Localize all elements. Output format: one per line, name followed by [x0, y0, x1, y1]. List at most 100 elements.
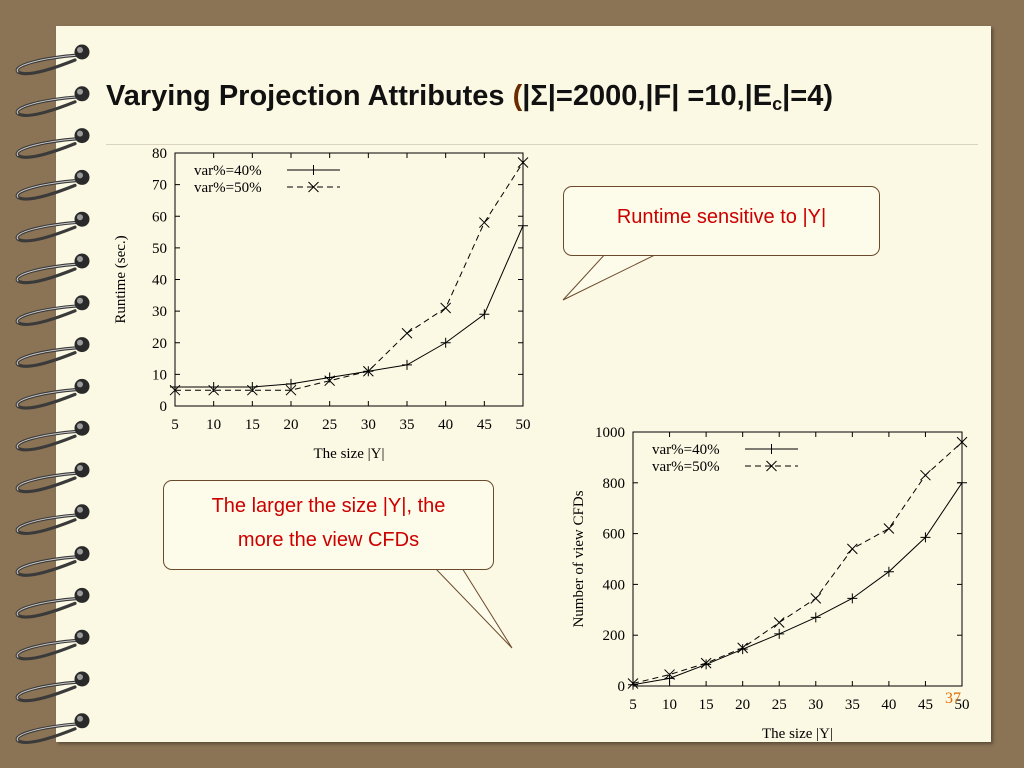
y-tick-label: 40: [152, 273, 167, 289]
binding-ring-highlight: [16, 514, 80, 533]
data-point-plus: [774, 628, 785, 639]
legend-label: var%=50%: [652, 459, 720, 475]
y-tick-label: 0: [618, 679, 626, 695]
data-point-cross: [773, 617, 785, 628]
binding-ring-highlight: [16, 556, 80, 575]
data-point-cross: [285, 384, 297, 396]
data-point-plus: [883, 566, 894, 577]
data-point-plus: [518, 220, 528, 231]
x-tick-label: 5: [171, 417, 179, 433]
data-point-plus: [957, 477, 967, 488]
binding-hole-highlight: [77, 423, 83, 430]
binding-hole-highlight: [77, 256, 83, 262]
binding-hole-highlight: [77, 465, 83, 471]
data-point-plus: [920, 532, 931, 543]
series-line: [175, 162, 524, 391]
plot-frame: [632, 431, 963, 687]
y-tick-label: 50: [152, 241, 167, 257]
data-point-cross: [737, 642, 749, 654]
x-tick-label: 25: [322, 417, 337, 433]
x-tick-label: 40: [881, 697, 896, 713]
legend-label: var%=40%: [652, 442, 720, 458]
data-point-cross: [440, 302, 452, 314]
y-tick-label: 80: [152, 146, 167, 162]
x-tick-label: 35: [845, 697, 860, 713]
data-point-plus: [847, 593, 858, 604]
y-tick-label: 70: [152, 178, 167, 194]
binding-hole-highlight: [77, 130, 83, 137]
x-tick-label: 5: [629, 697, 637, 713]
binding-ring-highlight: [16, 597, 80, 616]
binding-ring-highlight: [16, 263, 80, 282]
x-tick-label: 45: [477, 417, 492, 433]
binding-ring-highlight: [16, 388, 80, 407]
binding-ring-highlight: [16, 430, 80, 449]
series-line: [632, 482, 963, 686]
x-tick-label: 30: [808, 697, 823, 713]
legend-label: var%=50%: [194, 180, 262, 196]
binding-ring-highlight: [16, 723, 80, 742]
binding-hole-highlight: [77, 339, 83, 346]
data-point-plus: [402, 359, 412, 370]
binding-ring-highlight: [16, 347, 80, 366]
x-tick-label: 10: [662, 697, 677, 713]
title-params: |Σ|=2000,|F| =10,|E: [522, 80, 773, 112]
binding-hole-highlight: [77, 548, 83, 555]
data-point-plus: [286, 378, 296, 389]
binding-ring-highlight: [16, 639, 80, 658]
data-point-cross: [246, 384, 258, 396]
binding-hole-highlight: [77, 214, 83, 221]
binding-ring-highlight: [16, 681, 80, 700]
x-tick-label: 15: [699, 697, 714, 713]
binding-hole-highlight: [77, 715, 83, 722]
y-tick-label: 800: [603, 476, 626, 492]
data-point-cross: [700, 657, 712, 669]
data-point-plus: [440, 337, 451, 348]
y-tick-label: 20: [152, 336, 167, 352]
data-point-cross: [846, 543, 858, 555]
y-tick-label: 60: [152, 209, 167, 225]
x-tick-label: 50: [955, 697, 970, 713]
binding-hole-highlight: [77, 297, 83, 304]
callout-view-cfds-line1: The larger the size |Y|, the: [211, 495, 446, 517]
binding-hole-highlight: [77, 590, 83, 597]
y-tick-label: 400: [603, 577, 626, 593]
data-point-cross: [478, 217, 490, 228]
x-tick-label: 20: [284, 417, 299, 433]
title-params-end: |=4): [782, 80, 833, 112]
callout-view-cfds-line2: more the view CFDs: [237, 529, 420, 551]
x-tick-label: 20: [735, 697, 750, 713]
data-point-plus: [810, 612, 821, 623]
y-axis-label: Runtime (sec.): [113, 235, 129, 323]
data-point-cross: [920, 469, 931, 481]
binding-ring-highlight: [16, 472, 80, 491]
spiral-binding: [15, 44, 90, 744]
title-main: Varying Projection Attributes: [106, 80, 513, 112]
binding-ring-highlight: [16, 138, 80, 157]
title-subscript: c: [772, 94, 783, 114]
x-tick-label: 10: [206, 417, 221, 433]
data-point-cross: [401, 327, 413, 339]
x-axis-label: The size |Y|: [762, 726, 833, 742]
binding-ring-highlight: [16, 96, 80, 115]
callout-runtime: Runtime sensitive to |Y|: [563, 186, 880, 256]
data-point-cross: [324, 375, 336, 387]
data-point-cross: [517, 157, 529, 168]
data-point-cross: [627, 678, 639, 689]
y-tick-label: 30: [152, 304, 167, 320]
callout-view-cfds: The larger the size |Y|, the more the vi…: [163, 480, 494, 570]
data-point-cross: [810, 593, 822, 604]
series-line: [175, 225, 524, 388]
data-point-cross: [766, 460, 777, 472]
y-tick-label: 10: [152, 367, 167, 383]
data-point-cross: [169, 384, 181, 396]
x-tick-label: 35: [400, 417, 415, 433]
binding-hole-highlight: [77, 172, 83, 179]
data-point-plus: [766, 444, 777, 454]
binding-ring-highlight: [16, 305, 80, 324]
data-point-plus: [628, 679, 638, 690]
binding-hole-highlight: [77, 674, 83, 680]
binding-ring-highlight: [16, 179, 80, 198]
x-tick-label: 15: [245, 417, 260, 433]
